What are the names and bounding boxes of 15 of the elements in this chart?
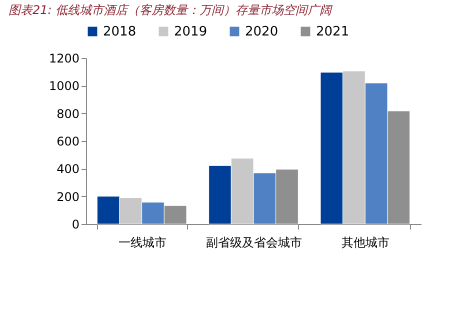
x-tick-label: 一线城市 xyxy=(118,236,166,250)
legend-label: 2020 xyxy=(245,24,278,40)
y-tick-label: 600 xyxy=(56,134,80,148)
legend-label: 2021 xyxy=(316,24,350,40)
y-tick-label: 0 xyxy=(72,218,80,232)
x-tick-label: 其他城市 xyxy=(342,236,390,250)
y-tick-label: 800 xyxy=(56,106,80,121)
y-tick-label: 1200 xyxy=(48,52,80,66)
y-tick-label: 200 xyxy=(56,190,80,204)
chart-title: 图表21: 低线城市酒店（客房数量：万间）存量市场空间广阔 xyxy=(8,3,334,17)
legend-label: 2019 xyxy=(174,24,208,40)
legend-label: 2018 xyxy=(103,24,136,40)
y-tick-label: 1000 xyxy=(48,79,80,94)
x-tick-label: 副省级及省会城市 xyxy=(206,236,302,250)
y-tick-label: 400 xyxy=(56,162,80,176)
